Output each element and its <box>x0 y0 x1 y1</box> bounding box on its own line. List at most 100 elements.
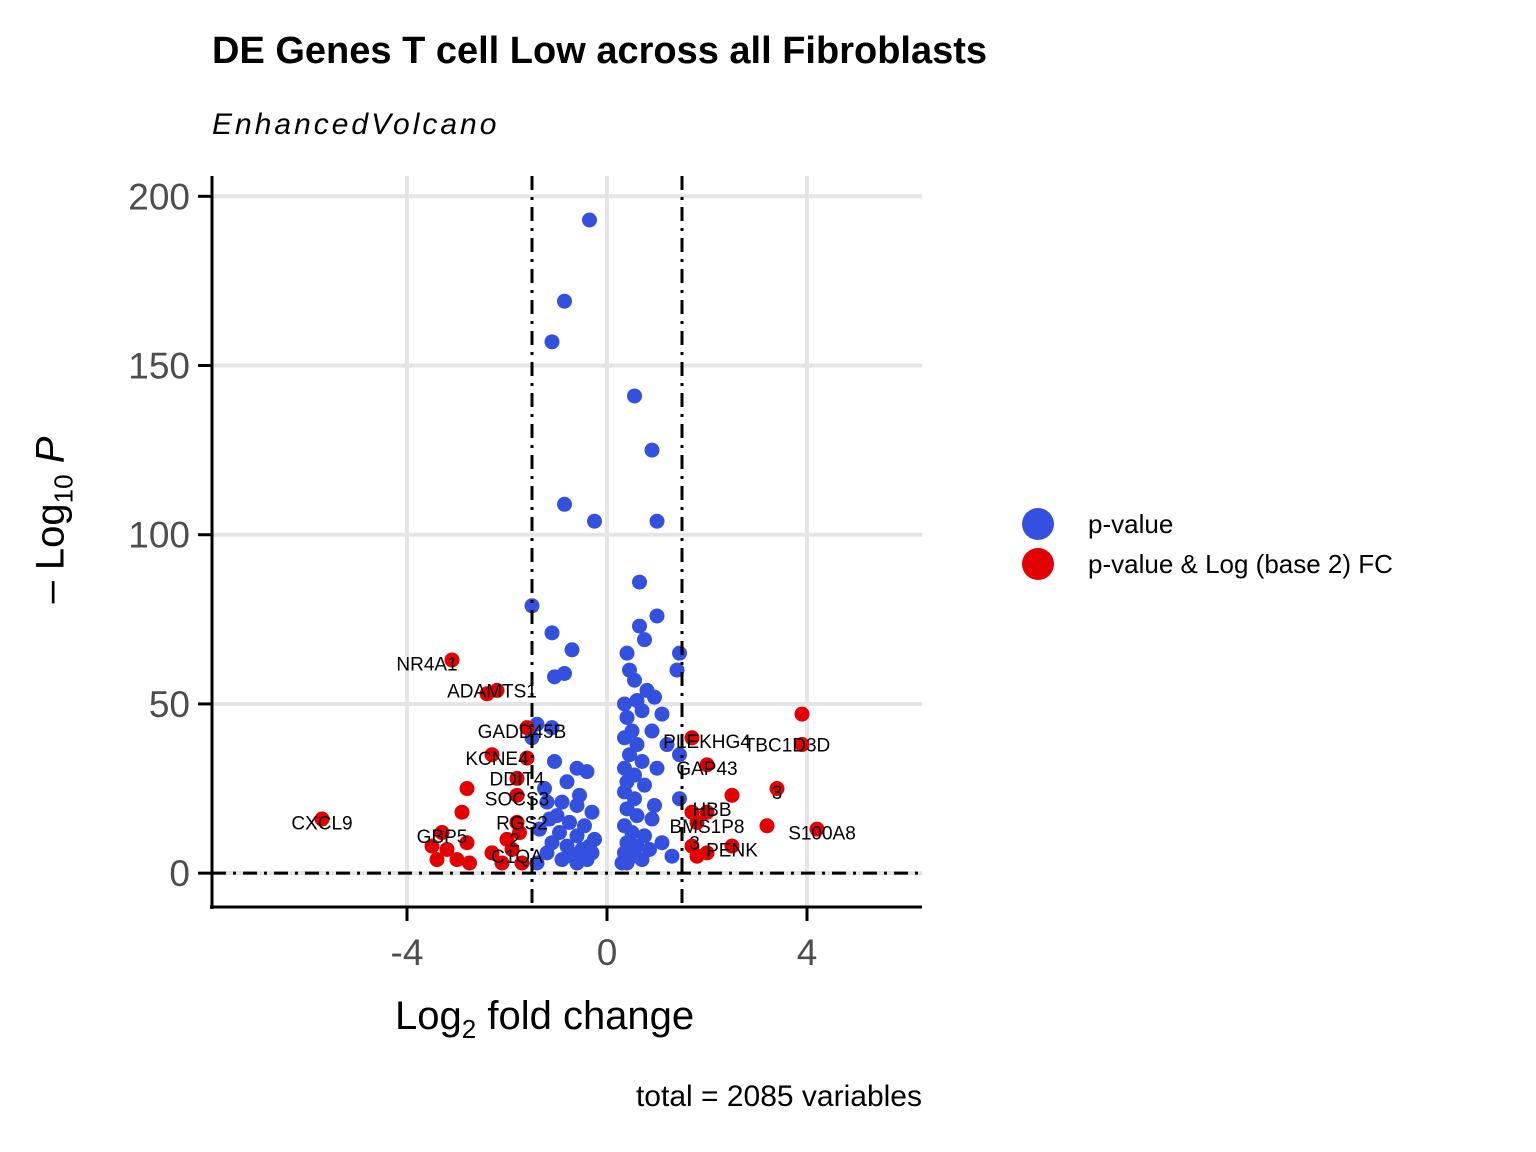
point-pvalue <box>584 804 600 820</box>
point-pvalue <box>562 845 577 861</box>
point-pvalue-fc <box>454 804 470 820</box>
point-pvalue-fc <box>684 730 700 746</box>
point-pvalue <box>554 794 570 810</box>
point-pvalue-fc <box>434 825 450 841</box>
point-pvalue <box>582 212 597 228</box>
y-tick-label: 200 <box>128 176 190 217</box>
x-axis-label-pre: Log <box>395 994 462 1038</box>
point-pvalue-fc <box>519 720 535 736</box>
x-tick-label: -4 <box>391 932 424 973</box>
point-pvalue <box>582 838 597 854</box>
legend-swatch-pvalue <box>1022 508 1054 540</box>
point-pvalue-fc <box>689 848 705 864</box>
gene-label: 2 <box>509 830 520 851</box>
point-pvalue <box>564 642 580 658</box>
point-pvalue <box>649 760 665 776</box>
point-pvalue <box>649 608 665 624</box>
point-pvalue <box>544 625 560 641</box>
point-pvalue <box>562 814 577 830</box>
gene-label: DDIT4 <box>490 769 545 790</box>
gene-label: HBB <box>692 800 731 821</box>
y-tick-label: 0 <box>169 853 190 894</box>
point-pvalue-fc <box>512 825 527 841</box>
y-axis-label-wrap: – Log10 P <box>14 320 94 720</box>
point-pvalue-fc <box>794 706 810 722</box>
gene-label: GADD45B <box>478 722 567 743</box>
y-axis-label: – Log10 P <box>29 437 80 604</box>
point-pvalue-fc <box>459 835 475 851</box>
point-pvalue <box>659 737 675 753</box>
point-pvalue <box>557 665 572 681</box>
gene-label: ADAMTS1 <box>447 681 537 702</box>
point-pvalue <box>559 774 575 790</box>
y-axis-label-sub: 10 <box>48 474 79 504</box>
point-pvalue <box>537 781 552 797</box>
point-pvalue-fc <box>519 750 535 766</box>
point-pvalue <box>544 334 560 350</box>
x-axis-label-post: fold change <box>476 994 695 1038</box>
point-pvalue <box>634 703 650 719</box>
point-pvalue <box>579 764 595 780</box>
point-pvalue-fc <box>499 831 515 847</box>
point-pvalue <box>654 835 670 851</box>
point-pvalue <box>672 747 687 763</box>
point-pvalue <box>644 723 660 739</box>
point-pvalue <box>532 821 547 837</box>
point-pvalue <box>627 672 642 688</box>
chart-subtitle: EnhancedVolcano <box>212 108 500 141</box>
point-pvalue-fc <box>494 855 510 871</box>
point-pvalue <box>644 811 660 827</box>
y-tick-label: 50 <box>149 684 190 725</box>
point-pvalue <box>627 388 642 404</box>
gene-label: PENK <box>706 840 758 861</box>
point-pvalue-fc <box>484 845 500 861</box>
gene-label: GBP5 <box>417 827 468 848</box>
point-pvalue <box>619 709 635 725</box>
point-pvalue <box>539 794 555 810</box>
point-pvalue <box>647 689 662 705</box>
point-pvalue <box>644 442 660 458</box>
point-pvalue-fc <box>444 652 460 668</box>
gene-label: TBC1D3D <box>744 736 831 757</box>
gene-label: CXCL9 <box>291 813 352 834</box>
point-pvalue-fc <box>724 787 740 803</box>
point-pvalue <box>672 645 687 661</box>
chart-title: DE Genes T cell Low across all Fibroblas… <box>212 30 988 72</box>
gene-label: KCNE4 <box>465 749 529 770</box>
x-tick-label: 0 <box>597 932 618 973</box>
legend-swatch-pvalue-fc <box>1022 548 1054 580</box>
point-pvalue <box>617 730 632 746</box>
legend-label-pvalue: p-value <box>1088 509 1174 539</box>
y-tick-label: 150 <box>128 346 190 387</box>
point-pvalue <box>632 574 647 590</box>
point-pvalue <box>542 811 557 827</box>
point-pvalue <box>587 513 602 529</box>
point-pvalue-fc <box>449 852 465 868</box>
point-pvalue <box>617 696 632 712</box>
point-pvalue <box>557 496 572 512</box>
point-pvalue-fc <box>459 781 475 797</box>
point-pvalue <box>649 513 665 529</box>
point-pvalue <box>622 747 637 763</box>
y-tick-label: 100 <box>128 515 190 556</box>
gene-label: 3 <box>689 834 700 855</box>
point-pvalue <box>647 797 662 813</box>
point-pvalue <box>569 828 585 844</box>
gene-label: NR4A1 <box>396 654 457 675</box>
point-pvalue <box>524 598 540 614</box>
point-pvalue-fc <box>699 757 715 773</box>
y-axis-label-p: P <box>28 436 73 464</box>
point-pvalue-fc <box>429 852 445 868</box>
point-pvalue <box>637 777 652 793</box>
point-pvalue <box>569 797 585 813</box>
gene-label: GAP43 <box>676 759 737 780</box>
gene-label: C1QA <box>491 847 543 868</box>
point-pvalue <box>664 848 680 864</box>
legend-label-pvalue-fc: p-value & Log (base 2) FC <box>1088 549 1393 579</box>
chart-caption: total = 2085 variables <box>635 1080 922 1113</box>
point-pvalue <box>544 720 560 736</box>
point-pvalue-fc <box>759 818 775 834</box>
gene-label: S100A8 <box>788 824 856 845</box>
